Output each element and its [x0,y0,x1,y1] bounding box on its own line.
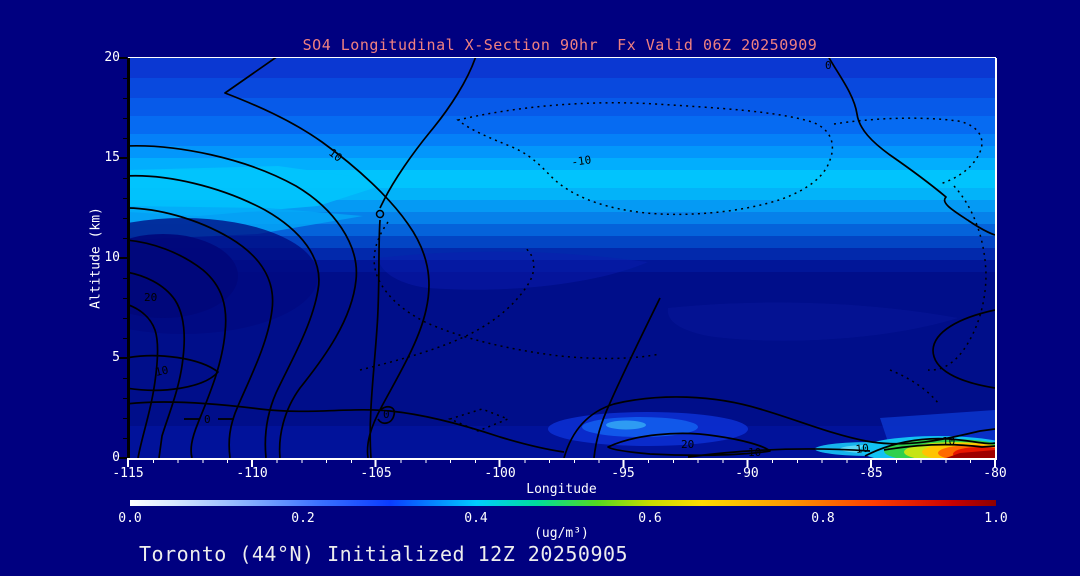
contour-label: -10 [571,153,592,169]
y-tick-0: 0 [112,450,120,465]
contour-label: 10 [855,442,870,456]
solid-contours [128,58,995,458]
x-tick--115: -115 [112,466,144,481]
colorbar [130,500,996,506]
x-tick--100: -100 [484,466,516,481]
fill-layers [128,58,995,458]
xsection-plot-canvas: 10 20 10 0 0 -10 0 20 10 10 10 [128,58,995,458]
x-tick--110: -110 [236,466,268,481]
contour-label: 20 [144,291,157,304]
colorbar-tick-1.0: 1.0 [984,511,1008,526]
plot-border-top [128,56,996,58]
contour-labels: 10 20 10 0 0 -10 0 20 10 10 10 [144,59,955,458]
x-tick--90: -90 [735,466,759,481]
x-axis-minor-ticks [127,459,997,463]
contour-label: 10 [748,446,761,458]
contour-label: 0 [383,408,390,421]
plot-border-right [995,58,997,459]
x-tick--105: -105 [360,466,392,481]
contour-label: 10 [154,363,170,378]
contour-label: 0 [204,413,211,426]
contour-label: 20 [681,438,694,451]
contour-label: 10 [326,146,344,164]
y-tick-10: 10 [104,250,120,265]
y-tick-20: 20 [104,50,120,65]
x-axis-label: Longitude [526,482,597,497]
x-tick--85: -85 [859,466,883,481]
dotted-contours [359,102,987,432]
y-axis-minor-ticks [123,58,127,459]
footer-init-label: Toronto (44°N) Initialized 12Z 20250905 [139,542,629,566]
page-title: SO4 Longitudinal X-Section 90hr Fx Valid… [302,36,818,54]
contour-label: 0 [825,59,832,72]
colorbar-tick-0.0: 0.0 [118,511,142,526]
colorbar-tick-0.4: 0.4 [464,511,488,526]
x-tick--80: -80 [983,466,1007,481]
y-tick-15: 15 [104,150,120,165]
x-axis-major-ticks [127,459,998,467]
colorbar-units-label: (ug/m³) [534,526,589,541]
x-tick--95: -95 [611,466,635,481]
colorbar-tick-0.8: 0.8 [811,511,835,526]
colorbar-tick-0.2: 0.2 [291,511,315,526]
colorbar-tick-0.6: 0.6 [638,511,662,526]
contour-label: 10 [942,435,955,448]
y-axis-line [126,58,130,458]
y-tick-5: 5 [112,350,120,365]
